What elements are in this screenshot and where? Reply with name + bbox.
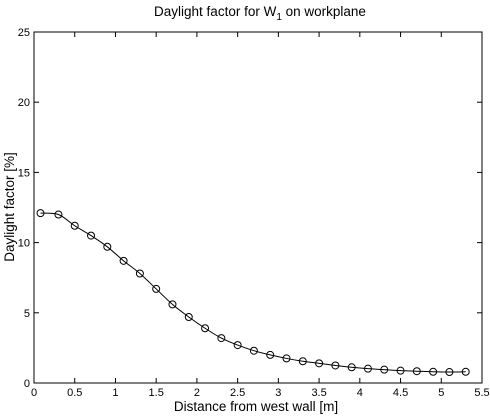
data-point: [36, 209, 45, 218]
data-point: [315, 359, 324, 368]
x-tick-label: 3: [275, 387, 281, 399]
data-point: [184, 313, 193, 322]
x-tick-label: 5: [438, 387, 444, 399]
data-point: [70, 221, 79, 230]
data-point: [380, 365, 389, 374]
x-tick-label: 0: [31, 387, 37, 399]
chart-title-suffix: on workplane: [282, 4, 366, 19]
x-tick-label: 3.5: [311, 387, 326, 399]
data-point: [135, 269, 144, 278]
data-point: [412, 367, 421, 376]
data-point: [429, 367, 438, 376]
data-point: [217, 334, 226, 343]
data-point: [87, 231, 96, 240]
data-point: [396, 366, 405, 375]
x-tick-label: 1: [112, 387, 118, 399]
data-point: [266, 350, 275, 359]
plot-frame: [33, 31, 483, 384]
data-point: [201, 324, 210, 333]
y-tick-label: 25: [18, 27, 30, 39]
x-tick-label: 1.5: [149, 387, 164, 399]
data-point: [233, 341, 242, 350]
data-point: [119, 256, 128, 265]
x-tick-label: 4: [357, 387, 363, 399]
data-point: [298, 357, 307, 366]
x-tick-label: 0.5: [67, 387, 82, 399]
y-tick-label: 10: [18, 238, 30, 250]
x-tick-label: 2.5: [230, 387, 245, 399]
x-axis-label: Distance from west wall [m]: [174, 399, 338, 414]
data-point: [103, 242, 112, 251]
data-point: [347, 363, 356, 372]
data-point: [445, 368, 454, 377]
data-point: [54, 210, 63, 219]
data-point: [363, 364, 372, 373]
y-tick-label: 5: [24, 308, 30, 320]
data-point: [461, 367, 470, 376]
plot-area: 0 0.5 1 1.5 2 2.5 3 3.5 4 4.5 5 5.5 0 5 10 15 20 25: [18, 27, 490, 399]
chart-title: Daylight factor for W1 on workplane: [154, 4, 366, 23]
y-tick-label: 15: [18, 167, 30, 179]
data-point: [168, 300, 177, 309]
y-tick-label: 20: [18, 97, 30, 109]
series-line: [40, 212, 466, 373]
data-point: [282, 354, 291, 363]
y-axis-label: Daylight factor [%]: [2, 152, 17, 262]
x-tick-label: 2: [194, 387, 200, 399]
x-tick-label: 4.5: [393, 387, 408, 399]
y-tick-label: 0: [24, 378, 30, 390]
data-point: [152, 284, 161, 293]
x-tick-label: 5.5: [474, 387, 489, 399]
chart-title-subscript: 1: [276, 12, 282, 23]
data-point: [249, 346, 258, 355]
data-point: [331, 361, 340, 370]
chart-title-main: Daylight factor for W: [154, 4, 277, 19]
